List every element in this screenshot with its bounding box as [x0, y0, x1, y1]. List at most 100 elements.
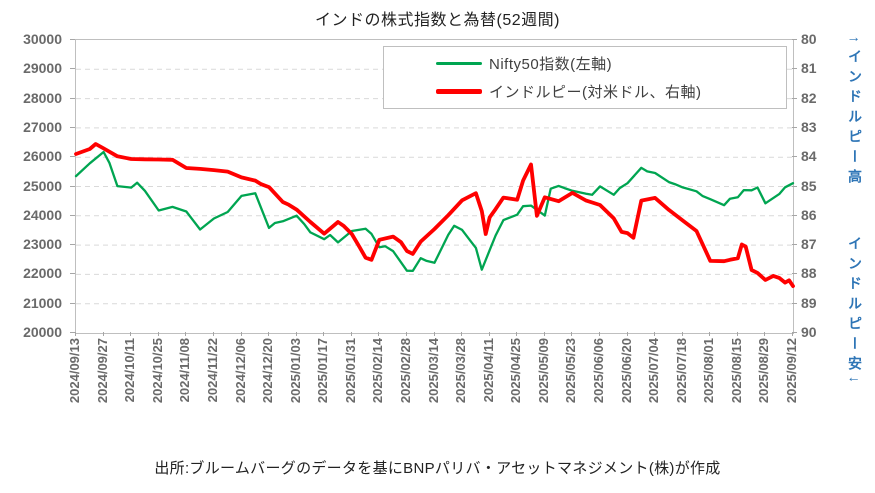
chart-title: インドの株式指数と為替(52週間) — [315, 12, 560, 29]
y-axis-label-right: 86 — [801, 206, 817, 223]
y-axis-label-left: 28000 — [23, 89, 62, 106]
y-axis-tick-right — [792, 98, 797, 99]
x-axis-label: 2025/07/04 — [646, 338, 662, 404]
y-axis-label-right: 81 — [801, 60, 817, 77]
x-axis-label: 2024/09/13 — [67, 338, 82, 404]
x-axis-tick — [792, 332, 793, 336]
y-axis-label-left: 24000 — [23, 206, 62, 223]
y-axis-tick-right — [792, 303, 797, 304]
x-axis-tick — [295, 332, 297, 336]
nifty50-line-swatch — [436, 62, 482, 66]
x-axis-tick — [378, 332, 380, 336]
x-axis-label: 2025/05/23 — [563, 338, 579, 404]
y-axis-tick-left — [70, 127, 75, 128]
x-axis-tick — [626, 332, 628, 336]
x-axis-label: 2024/09/27 — [94, 338, 110, 404]
y-axis-label-right: 85 — [801, 177, 817, 194]
x-axis-label: 2025/04/25 — [508, 338, 524, 404]
x-axis-tick — [405, 332, 407, 336]
y-axis-tick-left — [70, 68, 75, 69]
y-axis-label-right: 82 — [801, 89, 817, 106]
y-axis-label-left: 30000 — [23, 31, 62, 47]
x-axis-tick — [543, 332, 545, 336]
x-axis-tick — [736, 332, 738, 336]
y-axis-label-left: 25000 — [23, 177, 62, 194]
x-axis-tick — [102, 332, 104, 336]
y-axis-label-right: 87 — [801, 236, 817, 253]
legend-item-rupee: インドルピー(対米ドル、右軸) — [436, 81, 786, 102]
y-axis-tick-right — [792, 244, 797, 245]
x-axis-tick — [350, 332, 352, 336]
y-axis-tick-left — [70, 98, 75, 99]
y-axis-tick-left — [70, 156, 75, 157]
x-axis-tick — [185, 332, 187, 336]
y-axis-label-right: 88 — [801, 265, 817, 282]
y-axis-tick-right — [792, 39, 797, 40]
x-axis-tick — [433, 332, 435, 336]
y-axis-label-left: 27000 — [23, 118, 62, 135]
x-axis-tick — [75, 332, 76, 336]
y-axis-label-left: 23000 — [23, 236, 62, 253]
x-axis-label: 2024/12/06 — [232, 338, 248, 404]
y-axis-tick-right — [792, 273, 797, 274]
x-axis-tick — [516, 332, 518, 336]
y-axis-label-left: 26000 — [23, 148, 62, 165]
x-axis-label: 2025/01/03 — [287, 338, 303, 404]
x-axis-tick — [709, 332, 711, 336]
x-axis-tick — [599, 332, 600, 336]
y-axis-tick-left — [70, 39, 75, 40]
y-axis-tick-right — [792, 127, 797, 128]
legend: Nifty50指数(左軸) インドルピー(対米ドル、右軸) — [383, 46, 787, 109]
x-axis-tick — [764, 332, 766, 336]
x-axis-label: 2025/09/12 — [784, 338, 799, 404]
y-axis-tick-right — [792, 68, 797, 69]
y-axis-tick-left — [70, 215, 75, 216]
x-axis-tick — [488, 332, 490, 336]
x-axis-label: 2024/11/08 — [177, 338, 193, 403]
y-axis-tick-left — [70, 186, 75, 187]
y-axis-label-right: 84 — [801, 148, 817, 165]
y-axis-label-left: 21000 — [23, 294, 62, 311]
y-axis-label-right: 90 — [801, 324, 817, 340]
x-axis-label: 2024/12/20 — [260, 338, 275, 404]
x-axis-tick — [157, 332, 159, 336]
legend-item-nifty50: Nifty50指数(左軸) — [436, 53, 786, 74]
y-axis-label-left: 29000 — [23, 60, 62, 77]
rupee-line-swatch — [436, 88, 482, 94]
x-axis-tick — [461, 332, 463, 336]
y-axis-tick-right — [792, 186, 797, 187]
x-axis-label: 2025/08/01 — [701, 338, 717, 404]
x-axis-label: 2025/05/09 — [535, 338, 551, 404]
y-axis-tick-left — [70, 244, 75, 245]
x-axis-tick — [130, 332, 132, 336]
y-axis-label-right: 83 — [801, 118, 817, 135]
x-axis-label: 2025/01/17 — [315, 338, 331, 404]
y-axis-label-left: 20000 — [23, 324, 62, 340]
x-axis-label: 2025/06/20 — [618, 338, 634, 404]
x-axis-label: 2024/11/22 — [204, 338, 220, 403]
x-axis-tick — [268, 332, 269, 336]
source-note: 出所:ブルームバーグのデータを基にBNPパリバ・アセットマネジメント(株)が作成 — [154, 460, 721, 477]
x-axis-label: 2025/08/29 — [756, 338, 772, 404]
x-axis-label: 2025/07/18 — [673, 338, 689, 404]
x-axis-label: 2025/02/28 — [397, 338, 413, 404]
y-axis-tick-right — [792, 156, 797, 157]
x-axis-tick — [240, 332, 242, 336]
x-axis-tick — [571, 332, 573, 336]
y-axis-label-right: 80 — [801, 31, 817, 47]
x-axis-label: 2025/03/14 — [425, 338, 441, 404]
x-axis-tick — [212, 332, 214, 336]
y-axis-tick-right — [792, 332, 797, 333]
x-axis-label: 2025/03/28 — [453, 338, 469, 404]
nifty50-line — [74, 150, 795, 273]
y-axis-label-right: 89 — [801, 294, 817, 311]
x-axis-label: 2025/01/31 — [342, 338, 358, 404]
legend-label-nifty50: Nifty50指数(左軸) — [489, 56, 613, 74]
y-axis-label-left: 22000 — [23, 265, 62, 282]
x-axis-label: 2025/06/06 — [591, 338, 606, 404]
y-axis-tick-left — [70, 273, 75, 274]
rupee-weak-note: インドルピー安↓ — [847, 236, 863, 389]
x-axis-label: 2025/08/15 — [728, 338, 744, 404]
x-axis-label: 2024/10/11 — [122, 338, 138, 403]
